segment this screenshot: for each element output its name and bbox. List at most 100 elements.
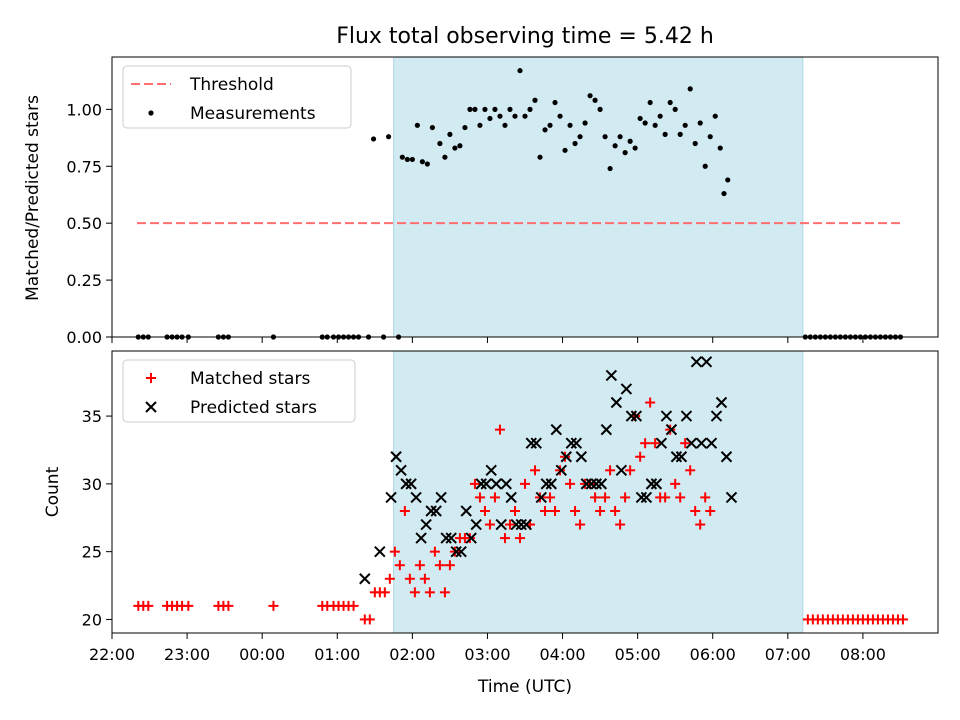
measurement-point <box>319 334 325 340</box>
predicted-star-mark-b <box>480 478 492 490</box>
predicted-star-point <box>680 410 693 422</box>
predicted-star-mark-b <box>500 478 512 490</box>
measurement-point <box>872 334 879 340</box>
predicted-star-mark-b <box>470 518 482 531</box>
matched-star-point <box>494 424 505 435</box>
matched-star-point <box>504 519 515 530</box>
predicted-star-point <box>515 518 527 531</box>
predicted-star-point <box>695 437 708 449</box>
predicted-star-mark-b <box>655 437 668 449</box>
predicted-star-point <box>425 505 437 517</box>
measurement-point <box>270 334 277 340</box>
predicted-star-point <box>470 518 482 531</box>
predicted-star-point <box>410 491 422 504</box>
predicted-star-point <box>395 464 407 477</box>
matched-star-point <box>268 600 279 611</box>
measurement-point <box>667 99 673 106</box>
x-tick-label: 00:00 <box>239 645 285 664</box>
matched-star-point <box>479 505 490 516</box>
predicted-star-mark-b <box>410 491 422 504</box>
predicted-star-mark-b <box>535 491 547 504</box>
measurement-point <box>687 86 693 92</box>
predicted-star-point <box>485 464 497 477</box>
measurement-point <box>215 334 221 340</box>
measurement-point <box>647 99 653 106</box>
predicted-star-mark-b <box>675 451 688 463</box>
predicted-star-point <box>480 478 492 490</box>
predicted-star-mark-b <box>525 437 537 449</box>
predicted-star-mark-b <box>540 478 552 490</box>
measurement-point <box>437 140 443 147</box>
predicted-star-mark-b <box>359 573 371 585</box>
predicted-star-mark-b <box>550 423 562 436</box>
predicted-star-mark-b <box>670 451 683 463</box>
chart-title: Flux total observing time = 5.42 h <box>336 24 714 49</box>
measurement-point <box>887 334 894 340</box>
measurement-point <box>169 334 175 340</box>
matched-star-point <box>550 505 561 516</box>
x-tick-label: 03:00 <box>464 645 510 664</box>
predicted-star-point <box>660 410 673 422</box>
predicted-star-point <box>374 545 386 558</box>
predicted-star-point <box>385 491 397 504</box>
matched-star-point <box>223 600 234 611</box>
predicted-star-mark-b <box>395 464 407 477</box>
matched-star-point <box>414 560 425 571</box>
predicted-star-mark-b <box>720 451 733 463</box>
legend-label: Predicted stars <box>190 398 317 418</box>
matched-star-point <box>424 587 435 598</box>
predicted-star-mark-b <box>635 491 648 504</box>
predicted-star-point <box>690 356 703 368</box>
y-tick-label: 0.75 <box>66 157 102 176</box>
matched-star-point <box>399 505 410 516</box>
y-tick-label: 1.00 <box>66 100 102 119</box>
predicted-star-point <box>455 545 467 558</box>
predicted-star-mark-b <box>590 478 603 490</box>
predicted-star-point <box>615 464 628 477</box>
y-tick-label: 0.50 <box>66 214 102 233</box>
measurement-point <box>602 134 608 140</box>
predicted-star-mark-b <box>530 437 542 449</box>
x-tick-label: 07:00 <box>765 645 811 664</box>
measurement-point <box>542 127 548 133</box>
measurement-point <box>502 122 508 128</box>
predicted-star-point <box>525 437 537 449</box>
matched-star-point <box>514 533 525 544</box>
measurement-point <box>399 154 405 160</box>
measurement-point <box>862 334 869 340</box>
measurement-point <box>692 140 698 147</box>
measurement-point <box>442 154 448 160</box>
legend-box <box>122 359 356 423</box>
matched-star-point <box>625 465 636 476</box>
predicted-star-mark-b <box>580 478 593 490</box>
matched-star-point <box>394 560 405 571</box>
predicted-star-mark-b <box>415 532 427 544</box>
predicted-star-point <box>610 396 623 409</box>
measurement-point <box>717 145 723 151</box>
predicted-star-mark-b <box>725 491 738 504</box>
x-tick-label: 06:00 <box>690 645 736 664</box>
predicted-star-point <box>510 518 522 531</box>
measurement-point <box>842 334 848 340</box>
measurement-point <box>467 106 473 112</box>
measurement-point <box>721 190 727 197</box>
predicted-star-point <box>415 532 427 544</box>
x-tick-label: 05:00 <box>615 645 661 664</box>
predicted-star-mark-b <box>665 423 678 436</box>
measurement-point <box>385 134 392 140</box>
predicted-star-mark-b <box>405 478 417 490</box>
x-tick-label: 02:00 <box>389 645 435 664</box>
predicted-star-mark-b <box>700 356 713 368</box>
measurement-point <box>657 113 663 119</box>
predicted-star-mark-b <box>390 451 402 463</box>
matched-star-point <box>434 560 445 571</box>
measurement-point <box>652 122 658 128</box>
measurement-point <box>145 334 151 340</box>
measurement-point <box>642 120 648 126</box>
y-tick-label: 20 <box>82 610 102 629</box>
predicted-star-mark-b <box>605 369 618 382</box>
measurement-point <box>827 334 833 340</box>
matched-star-point <box>660 492 671 503</box>
measurement-point <box>832 334 838 340</box>
predicted-star-mark-b <box>570 437 583 449</box>
